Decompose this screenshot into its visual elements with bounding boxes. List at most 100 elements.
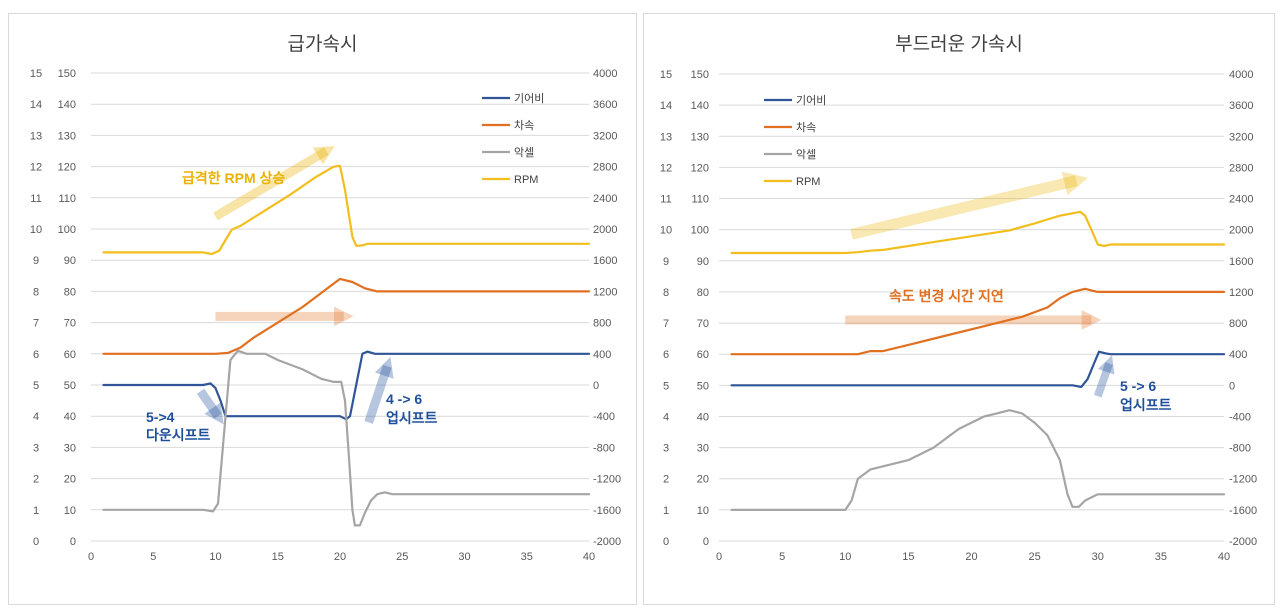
series-line-accel xyxy=(730,409,1226,511)
y-axis-left-tick-label: 20 xyxy=(64,474,76,486)
y-axis-left-tick-label: 130 xyxy=(691,131,709,143)
y-axis-left-tick-label: 10 xyxy=(64,505,76,517)
y-axis-outer-tick-label: 11 xyxy=(660,194,671,206)
y-axis-left-tick-label: 10 xyxy=(697,505,709,517)
y-axis-left-tick-label: 30 xyxy=(64,442,76,454)
y-axis-left-tick-label: 40 xyxy=(697,411,709,423)
legend-label: 차속 xyxy=(796,121,816,134)
y-axis-outer-tick-label: 8 xyxy=(33,286,39,298)
x-axis-tick-label: 15 xyxy=(902,551,914,563)
y-axis-outer-tick-label: 4 xyxy=(663,411,669,423)
chart-title: 급가속시 xyxy=(287,34,358,55)
legend-label: 기어비 xyxy=(796,94,826,107)
y-axis-outer-tick-label: 11 xyxy=(30,193,41,205)
series-line-rpm xyxy=(102,164,591,256)
y-axis-right-tick-label: 1200 xyxy=(593,286,617,298)
annotation-downshift-label: 다운시프트 xyxy=(146,427,211,443)
y-axis-outer-tick-label: 3 xyxy=(33,442,39,454)
upshift-arrow xyxy=(1093,355,1115,398)
y-axis-left-tick-label: 60 xyxy=(697,349,709,361)
x-axis-tick-label: 40 xyxy=(1218,551,1230,563)
chart-title: 부드러운 가속시 xyxy=(895,34,1023,55)
y-axis-right-tick-label: -1200 xyxy=(593,474,621,486)
x-axis-tick-label: 40 xyxy=(583,551,595,563)
y-axis-outer-tick-label: 6 xyxy=(33,349,39,361)
y-axis-outer-tick-label: 15 xyxy=(660,69,672,81)
legend-label: 차속 xyxy=(514,119,534,132)
y-axis-left-tick-label: 110 xyxy=(691,194,709,206)
y-axis-right-tick-label: 3600 xyxy=(1229,100,1253,112)
annotation-upshift-label: 5 -> 6 xyxy=(1120,378,1156,394)
y-axis-left-tick-label: 80 xyxy=(697,287,709,299)
y-axis-outer-tick-label: 3 xyxy=(663,443,669,455)
series-line-gear xyxy=(730,350,1226,388)
x-axis-tick-label: 30 xyxy=(458,551,470,563)
y-axis-right-tick-label: 2800 xyxy=(1229,162,1253,174)
x-axis-tick-label: 10 xyxy=(839,551,851,563)
y-axis-right-tick-label: 400 xyxy=(593,349,611,361)
y-axis-outer-tick-label: 7 xyxy=(33,318,39,330)
y-axis-left-tick-label: 70 xyxy=(697,318,709,330)
y-axis-outer-tick-label: 12 xyxy=(660,162,672,174)
y-axis-outer-tick-label: 9 xyxy=(33,255,39,267)
x-axis-tick-label: 10 xyxy=(209,551,221,563)
chart-panel-hard-acceleration: 급가속시 0 0 -2000 1 10 -1600 2 20 -1200 3 30 -800 4 40 -4… xyxy=(8,13,637,605)
x-axis-tick-label: 25 xyxy=(396,551,408,563)
legend-label: RPM xyxy=(796,176,820,188)
y-axis-right-tick-label: 4000 xyxy=(1229,69,1253,81)
rpm-rise-arrow xyxy=(850,171,1089,240)
y-axis-left-tick-label: 150 xyxy=(691,69,709,81)
y-axis-outer-tick-label: 7 xyxy=(663,318,669,330)
annotation-rpm-rise: 급격한 RPM 상승 xyxy=(182,170,285,186)
y-axis-right-tick-label: 800 xyxy=(1229,318,1247,330)
y-axis-outer-tick-label: 1 xyxy=(33,505,39,517)
y-axis-left-tick-label: 90 xyxy=(64,255,76,267)
annotation-upshift-label: 4 -> 6 xyxy=(386,391,422,407)
legend-label: 기어비 xyxy=(514,92,544,105)
y-axis-outer-tick-label: 0 xyxy=(663,536,669,548)
series-line-accel xyxy=(102,349,591,527)
x-axis-tick-label: 35 xyxy=(1155,551,1167,563)
y-axis-outer-tick-label: 0 xyxy=(33,536,39,548)
rpm-rise-arrow xyxy=(213,145,335,221)
annotation-downshift-label: 5->4 xyxy=(146,409,175,425)
y-axis-right-tick-label: 0 xyxy=(1229,380,1235,392)
y-axis-outer-tick-label: 2 xyxy=(33,474,39,486)
y-axis-outer-tick-label: 14 xyxy=(30,99,42,111)
x-axis-tick-label: 30 xyxy=(1092,551,1104,563)
y-axis-right-tick-label: -800 xyxy=(1229,443,1251,455)
y-axis-right-tick-label: 4000 xyxy=(593,68,617,80)
y-axis-right-tick-label: 2400 xyxy=(593,193,617,205)
x-axis-tick-label: 0 xyxy=(716,551,722,563)
y-axis-outer-tick-label: 8 xyxy=(663,287,669,299)
y-axis-left-tick-label: 100 xyxy=(691,225,709,237)
legend-label: 악셀 xyxy=(514,146,534,159)
y-axis-outer-tick-label: 10 xyxy=(660,225,672,237)
y-axis-right-tick-label: -800 xyxy=(593,442,615,454)
y-axis-right-tick-label: -1200 xyxy=(1229,474,1257,486)
y-axis-left-tick-label: 0 xyxy=(703,536,709,548)
legend-label: RPM xyxy=(514,174,538,186)
x-axis-tick-label: 25 xyxy=(1029,551,1041,563)
y-axis-left-tick-label: 30 xyxy=(697,443,709,455)
y-axis-left-tick-label: 60 xyxy=(64,349,76,361)
x-axis-tick-label: 35 xyxy=(521,551,533,563)
y-axis-outer-tick-label: 5 xyxy=(663,380,669,392)
y-axis-outer-tick-label: 10 xyxy=(30,224,42,236)
y-axis-left-tick-label: 140 xyxy=(691,100,709,112)
y-axis-outer-tick-label: 6 xyxy=(663,349,669,361)
x-axis-tick-label: 20 xyxy=(334,551,346,563)
y-axis-outer-tick-label: 15 xyxy=(30,68,42,80)
series-line-speed xyxy=(102,277,591,355)
x-axis-tick-label: 0 xyxy=(88,551,94,563)
annotation-speed-delay: 속도 변경 시간 지연 xyxy=(889,288,1004,304)
x-axis-tick-label: 5 xyxy=(779,551,785,563)
y-axis-right-tick-label: 1600 xyxy=(593,255,617,267)
y-axis-outer-tick-label: 13 xyxy=(30,130,42,142)
y-axis-right-tick-label: -400 xyxy=(593,411,615,423)
y-axis-left-tick-label: 110 xyxy=(58,193,76,205)
y-axis-right-tick-label: 400 xyxy=(1229,349,1247,361)
x-axis-tick-label: 20 xyxy=(965,551,977,563)
y-axis-left-tick-label: 70 xyxy=(64,318,76,330)
